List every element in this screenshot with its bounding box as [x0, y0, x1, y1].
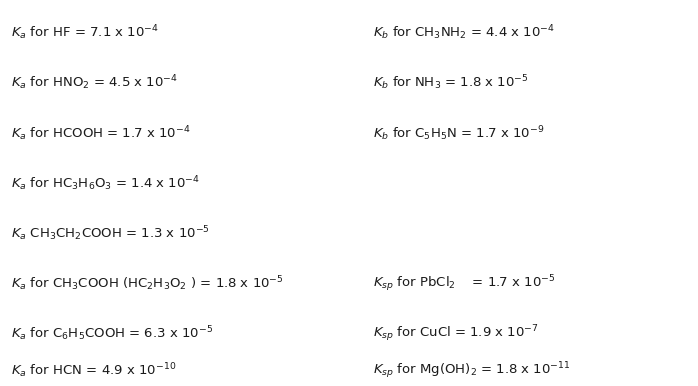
- Text: $K_a$ for HNO$_2$ = 4.5 x 10$^{-4}$: $K_a$ for HNO$_2$ = 4.5 x 10$^{-4}$: [11, 74, 178, 92]
- Text: $K_b$ for C$_5$H$_5$N = 1.7 x 10$^{-9}$: $K_b$ for C$_5$H$_5$N = 1.7 x 10$^{-9}$: [373, 124, 544, 142]
- Text: $K_a$ for C$_6$H$_5$COOH = 6.3 x 10$^{-5}$: $K_a$ for C$_6$H$_5$COOH = 6.3 x 10$^{-5…: [11, 325, 213, 343]
- Text: $K_a$ for CH$_3$COOH (HC$_2$H$_3$O$_2$ ) = 1.8 x 10$^{-5}$: $K_a$ for CH$_3$COOH (HC$_2$H$_3$O$_2$ )…: [11, 274, 284, 293]
- Text: $K_a$ for HCN = 4.9 x 10$^{-10}$: $K_a$ for HCN = 4.9 x 10$^{-10}$: [11, 361, 177, 380]
- Text: $K_a$ CH$_3$CH$_2$COOH = 1.3 x 10$^{-5}$: $K_a$ CH$_3$CH$_2$COOH = 1.3 x 10$^{-5}$: [11, 224, 210, 243]
- Text: $K_{sp}$ for PbCl$_2$    = 1.7 x 10$^{-5}$: $K_{sp}$ for PbCl$_2$ = 1.7 x 10$^{-5}$: [373, 273, 556, 294]
- Text: $K_a$ for HCOOH = 1.7 x 10$^{-4}$: $K_a$ for HCOOH = 1.7 x 10$^{-4}$: [11, 124, 191, 142]
- Text: $K_{sp}$ for Mg(OH)$_2$ = 1.8 x 10$^{-11}$: $K_{sp}$ for Mg(OH)$_2$ = 1.8 x 10$^{-11…: [373, 360, 571, 381]
- Text: $K_a$ for HC$_3$H$_6$O$_3$ = 1.4 x 10$^{-4}$: $K_a$ for HC$_3$H$_6$O$_3$ = 1.4 x 10$^{…: [11, 174, 200, 193]
- Text: $K_b$ for CH$_3$NH$_2$ = 4.4 x 10$^{-4}$: $K_b$ for CH$_3$NH$_2$ = 4.4 x 10$^{-4}$: [373, 24, 556, 42]
- Text: $K_b$ for NH$_3$ = 1.8 x 10$^{-5}$: $K_b$ for NH$_3$ = 1.8 x 10$^{-5}$: [373, 74, 529, 92]
- Text: $K_{sp}$ for CuCl = 1.9 x 10$^{-7}$: $K_{sp}$ for CuCl = 1.9 x 10$^{-7}$: [373, 323, 539, 344]
- Text: $K_a$ for HF = 7.1 x 10$^{-4}$: $K_a$ for HF = 7.1 x 10$^{-4}$: [11, 24, 159, 42]
